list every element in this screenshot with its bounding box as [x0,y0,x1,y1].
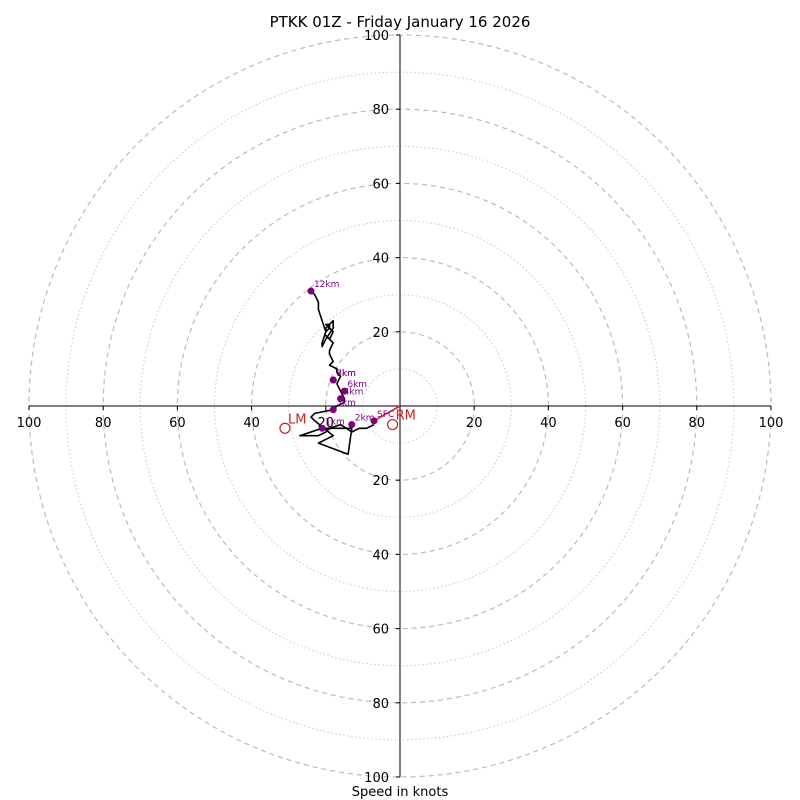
shear-vector [373,405,401,422]
x-tick-label: 60 [614,416,631,431]
height-marker-dot [370,417,378,425]
x-tick-label: 60 [169,416,186,431]
height-marker-dot [337,395,345,403]
height-marker-dot [329,376,337,384]
x-tick-label: 40 [540,416,557,431]
height-marker-dot [348,421,356,429]
y-tick-label: 60 [372,623,389,638]
height-marker-label: 4km [344,388,364,398]
height-marker-label: 12km [314,280,339,290]
height-marker-label: 8km [336,369,356,379]
height-marker-label: 2km [355,414,375,424]
hodograph-line [298,290,375,456]
y-tick-label: 40 [372,548,389,563]
y-tick-label: 60 [372,177,389,192]
y-tick-label: 20 [372,474,389,489]
storm-motions: RM LM [279,409,416,434]
x-tick-label: 20 [466,416,483,431]
storm-motion-marker [279,422,291,434]
x-tick-label: 80 [95,416,112,431]
wind-trace [298,290,375,456]
height-marker-label: 1km [325,417,345,427]
height-marker-label: 3km [336,399,356,409]
y-tick-label: 100 [364,771,389,786]
storm-motion-marker [386,418,399,431]
axis-tick-labels: 100 80 60 40 20 20 40 60 80 100100806040202040608… [17,29,784,786]
height-marker-label: 6km [347,380,367,390]
x-tick-label: 100 [17,416,42,431]
height-marker-label: 7km [336,369,356,379]
storm-motion-label: RM [396,409,416,424]
storm-motion-label: LM [288,412,306,427]
x-tick-label: 80 [689,416,706,431]
height-marker-dot [329,406,337,414]
y-tick-label: 80 [372,103,389,118]
height-marker-label: SFC [377,410,394,420]
x-tick-label: 40 [243,416,260,431]
height-marker-dot [318,424,326,432]
height-marker-dot [307,287,315,295]
shear-vector-line [373,405,401,422]
y-tick-label: 80 [372,697,389,712]
y-tick-label: 40 [372,252,389,267]
height-marker-dot [340,387,348,395]
chart-title: PTKK 01Z - Friday January 16 2026 [270,13,531,31]
y-tick-label: 20 [372,326,389,341]
y-tick-label: 100 [364,29,389,44]
x-axis-label: Speed in knots [352,785,449,800]
x-tick-label: 100 [759,416,784,431]
